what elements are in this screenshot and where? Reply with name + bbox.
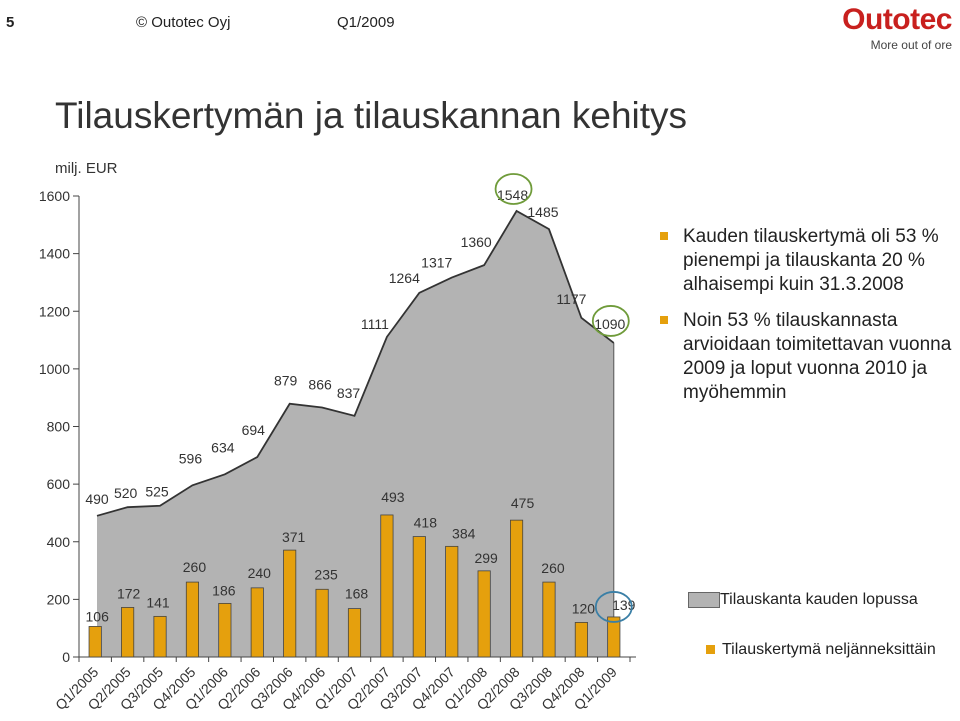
bar-data-label: 186	[212, 582, 236, 598]
y-tick-label: 1400	[39, 246, 70, 262]
order-bar	[88, 626, 102, 658]
backlog-data-label: 694	[242, 422, 266, 438]
highlight-ellipse	[494, 173, 533, 205]
legend-bar-swatch	[706, 645, 715, 654]
y-tick-label: 600	[47, 476, 71, 492]
order-bar	[250, 587, 264, 658]
bar-data-label: 260	[183, 559, 207, 575]
bar-data-label: 260	[541, 560, 565, 576]
backlog-area	[97, 210, 614, 658]
backlog-line	[96, 209, 615, 517]
backlog-data-label: 866	[308, 376, 332, 392]
bar-data-label: 384	[452, 525, 476, 541]
order-bar	[218, 603, 232, 658]
bullet-item: Noin 53 % tilauskannasta arvioidaan toim…	[658, 309, 958, 405]
legend-backlog: Tilauskanta kauden lopussa	[688, 590, 956, 609]
bar-data-label: 240	[248, 565, 272, 581]
backlog-data-label: 1111	[361, 316, 389, 332]
backlog-data-label: 1177	[556, 291, 586, 307]
legend-orders-label: Tilauskertymä neljänneksittäin	[722, 641, 936, 658]
backlog-data-label: 1264	[389, 270, 420, 286]
backlog-data-label: 1090	[594, 316, 625, 332]
y-tick-label: 1000	[39, 361, 70, 377]
logo-tagline: More out of ore	[870, 38, 952, 52]
bar-data-label: 493	[381, 489, 405, 505]
period-label: Q1/2009	[337, 14, 395, 31]
bullet-square-icon	[660, 232, 668, 240]
y-tick-label: 1600	[39, 188, 70, 204]
y-tick-label: 400	[47, 534, 71, 550]
backlog-data-label: 837	[337, 385, 361, 401]
order-bar	[445, 545, 459, 658]
bar-data-label: 120	[572, 600, 596, 616]
bullet-text: Noin 53 % tilauskannasta arvioidaan toim…	[683, 310, 952, 403]
bar-data-label: 418	[414, 515, 438, 531]
highlight-ellipse	[591, 305, 630, 337]
bar-data-label: 371	[282, 529, 306, 545]
y-tick-label: 0	[62, 649, 70, 665]
order-bar	[477, 570, 491, 658]
bullet-square-icon	[660, 316, 668, 324]
bar-data-label: 299	[474, 550, 498, 566]
order-bar	[574, 622, 588, 658]
order-bar	[315, 588, 329, 658]
order-bar	[542, 581, 556, 658]
bar-data-label: 172	[117, 585, 141, 601]
bullet-list: Kauden tilauskertymä oli 53 % pienempi j…	[658, 225, 958, 417]
highlight-ellipse	[594, 591, 633, 623]
order-bar	[347, 608, 362, 658]
order-bar	[412, 536, 426, 658]
order-bar	[283, 549, 297, 658]
bar-data-label: 168	[345, 586, 369, 602]
backlog-data-label: 520	[114, 485, 138, 501]
y-tick-label: 200	[47, 591, 71, 607]
copyright-text: © Outotec Oyj	[136, 14, 231, 31]
backlog-data-label: 634	[211, 439, 235, 455]
bar-data-label: 235	[314, 566, 338, 582]
legend-orders: Tilauskertymä neljänneksittäin	[706, 640, 956, 659]
order-bar	[380, 514, 394, 658]
order-bar	[607, 616, 621, 658]
y-tick-label: 1200	[39, 303, 70, 319]
backlog-data-label: 1548	[497, 187, 528, 203]
bullet-text: Kauden tilauskertymä oli 53 % pienempi j…	[683, 226, 939, 295]
backlog-data-label: 525	[145, 484, 169, 500]
legend-area-swatch	[688, 592, 720, 608]
outotec-logo: Outotec More out of ore	[842, 3, 952, 53]
y-tick-label: 800	[47, 419, 71, 435]
bar-data-label: 141	[146, 594, 170, 610]
slide-number: 5	[6, 14, 15, 31]
backlog-data-label: 596	[179, 450, 203, 466]
order-bar	[121, 607, 135, 658]
bar-data-label: 475	[511, 495, 535, 511]
legend-backlog-label: Tilauskanta kauden lopussa	[720, 591, 918, 608]
backlog-data-label: 1485	[527, 204, 558, 220]
order-bar	[185, 581, 199, 658]
y-axis-label: milj. EUR	[55, 160, 118, 177]
bullet-item: Kauden tilauskertymä oli 53 % pienempi j…	[658, 225, 958, 297]
backlog-data-label: 1317	[421, 255, 452, 271]
bar-data-label: 106	[86, 608, 110, 624]
backlog-data-label: 1360	[461, 234, 492, 250]
order-bar	[510, 519, 524, 658]
order-bar	[153, 615, 167, 658]
logo-wordmark: Outotec	[842, 3, 952, 36]
page-title: Tilauskertymän ja tilauskannan kehitys	[55, 95, 688, 136]
backlog-data-label: 879	[274, 373, 298, 389]
backlog-data-label: 490	[85, 491, 109, 507]
